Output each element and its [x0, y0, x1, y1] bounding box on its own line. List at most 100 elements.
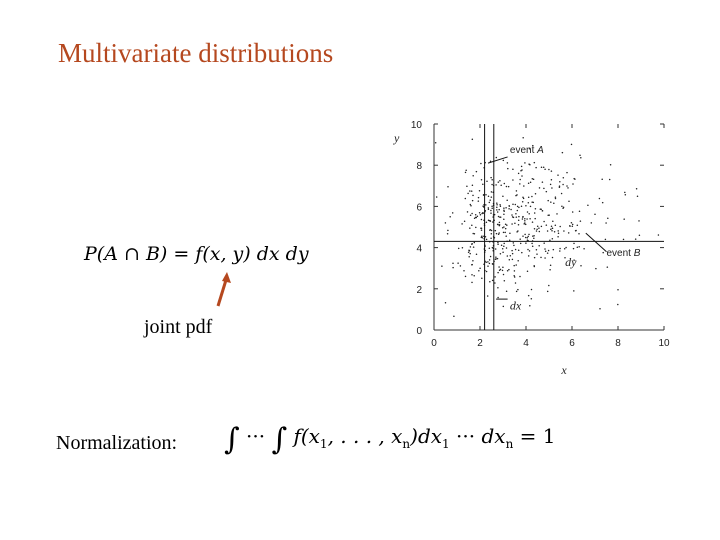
data-point — [498, 208, 500, 211]
data-point — [471, 243, 473, 245]
data-point — [512, 216, 515, 219]
data-point — [511, 252, 514, 255]
data-point — [468, 250, 471, 252]
data-point — [516, 209, 519, 212]
data-point — [568, 200, 570, 202]
data-point — [452, 266, 454, 269]
data-point — [549, 264, 552, 266]
data-point — [551, 229, 553, 232]
data-point — [506, 255, 509, 257]
data-point — [495, 232, 498, 235]
y-tick-label: 4 — [416, 244, 422, 255]
sub-n2: n — [505, 437, 514, 451]
data-point — [479, 213, 482, 216]
data-point — [571, 223, 574, 226]
data-point — [533, 212, 536, 214]
data-point — [495, 156, 498, 159]
data-point — [498, 269, 501, 272]
sub-1b: 1 — [442, 437, 450, 451]
data-point — [470, 190, 473, 192]
data-point — [451, 212, 454, 214]
dx-label: dx — [510, 298, 522, 312]
data-point — [590, 222, 593, 224]
x-tick-label: 4 — [523, 338, 529, 349]
data-point — [473, 274, 475, 277]
slide-title: Multivariate distributions — [58, 38, 334, 68]
data-point — [488, 201, 491, 204]
data-point — [532, 178, 535, 180]
data-point — [471, 281, 473, 284]
data-point — [580, 156, 582, 159]
data-point — [480, 218, 483, 221]
data-point — [517, 288, 519, 291]
data-point — [522, 196, 524, 198]
data-point — [519, 275, 521, 278]
data-point — [529, 181, 532, 183]
data-point — [526, 237, 529, 239]
data-point — [566, 185, 568, 187]
data-point — [504, 227, 507, 230]
data-point — [535, 230, 538, 232]
data-point — [512, 179, 514, 181]
data-point — [461, 246, 464, 249]
data-point — [527, 182, 530, 185]
event-b-label: event B — [607, 248, 641, 259]
data-point — [551, 227, 554, 229]
data-point — [468, 256, 470, 258]
data-point — [543, 220, 545, 223]
data-point — [492, 221, 494, 223]
x-tick-label: 2 — [477, 338, 483, 349]
intersection-symbol: ∩ — [123, 243, 140, 265]
event-a-arrow-icon — [487, 156, 508, 164]
data-point — [526, 211, 529, 213]
normalization-label: Normalization: — [56, 432, 178, 454]
data-point — [498, 266, 500, 268]
data-point — [533, 228, 536, 230]
data-point — [553, 202, 555, 205]
data-point — [471, 274, 473, 276]
data-point — [465, 169, 467, 171]
data-point — [546, 230, 549, 232]
data-point — [469, 246, 472, 248]
data-point — [547, 199, 549, 202]
data-point — [502, 159, 505, 162]
data-point — [571, 211, 574, 213]
data-point — [608, 178, 611, 181]
data-point — [487, 261, 489, 263]
data-point — [490, 237, 492, 240]
x-tick-label: 6 — [569, 338, 575, 349]
data-point — [531, 245, 534, 248]
data-point — [636, 195, 639, 197]
data-point — [531, 242, 533, 245]
data-point — [557, 236, 559, 238]
data-point — [557, 230, 559, 232]
data-point — [573, 259, 575, 261]
data-point — [513, 264, 515, 267]
scatter-plot: 0 2 4 6 8 10 0 2 4 6 8 10 x y event A event B dy dx — [393, 120, 670, 377]
data-point — [503, 207, 505, 209]
data-point — [583, 248, 585, 250]
data-point — [544, 168, 546, 170]
data-point — [578, 245, 580, 248]
data-point — [499, 216, 501, 218]
data-point — [538, 187, 541, 189]
data-point — [579, 154, 581, 157]
data-point — [558, 186, 561, 188]
data-point — [474, 214, 477, 216]
data-point — [482, 211, 484, 214]
data-point — [480, 229, 483, 231]
data-point — [487, 208, 490, 210]
data-point — [512, 242, 515, 244]
data-point — [463, 220, 466, 222]
data-point — [472, 194, 474, 197]
data-point — [547, 214, 549, 216]
data-point — [489, 255, 492, 258]
data-point — [532, 144, 534, 147]
data-point — [487, 207, 490, 209]
data-point — [517, 249, 520, 251]
data-point — [657, 234, 660, 236]
data-point — [579, 220, 582, 222]
data-point — [508, 204, 510, 207]
data-point — [543, 187, 545, 190]
data-point — [534, 217, 536, 220]
